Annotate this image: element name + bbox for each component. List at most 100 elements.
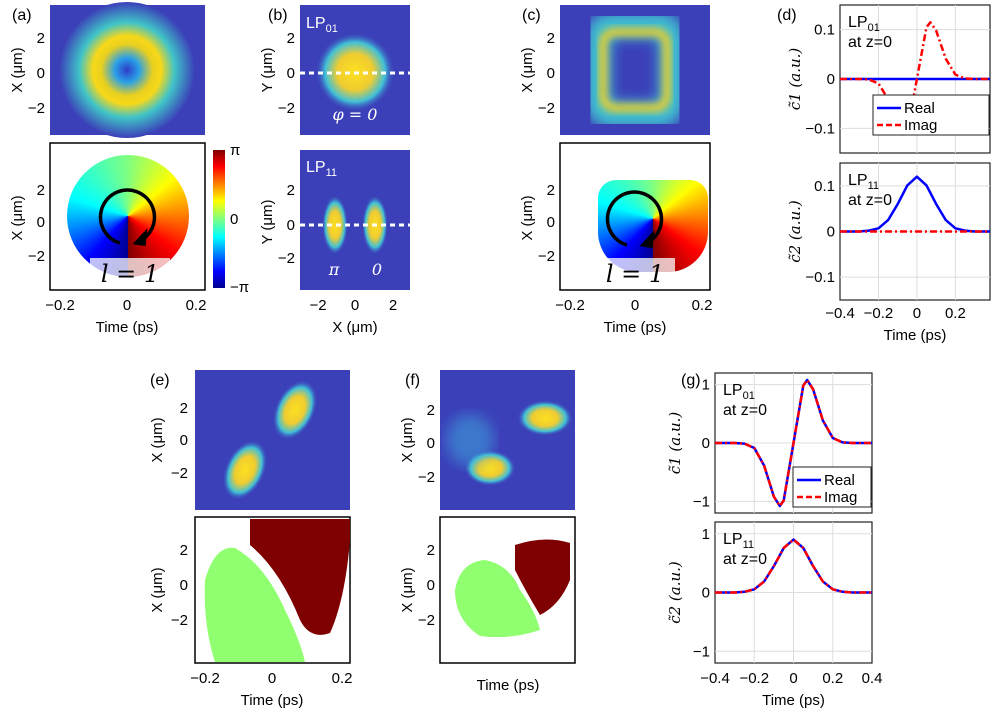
- x-tick-label: −0.2: [45, 297, 75, 314]
- x-axis-label: Time (ps): [884, 327, 947, 344]
- phase-region-red-e: [250, 519, 350, 635]
- y-axis-label: X (μm): [149, 417, 166, 462]
- x-tick-label: 0: [631, 297, 639, 314]
- mode-annotation: at z=0: [723, 402, 767, 419]
- x-tick-label: −0.4: [825, 305, 855, 322]
- x-axis-label: Time (ps): [604, 319, 667, 336]
- y-axis-label: c̃2 (a.u.): [666, 561, 684, 624]
- phase-map-c: [598, 180, 708, 272]
- y-tick-label: −2: [171, 465, 188, 482]
- mode-annotation: at z=0: [723, 551, 767, 568]
- x-axis-label: Time (ps): [241, 692, 304, 709]
- mode-annotation: at z=0: [848, 34, 892, 51]
- mode-label: LP01: [723, 382, 755, 402]
- y-tick-label: 0: [547, 214, 555, 231]
- intensity-map-lp11: [300, 150, 410, 290]
- colorbar-tick-label: π: [230, 142, 240, 159]
- y-tick-label: 2: [427, 542, 435, 559]
- panel-label-d: (d): [777, 7, 797, 24]
- oam-label: l = 1: [606, 260, 664, 288]
- y-tick-label: −2: [28, 100, 45, 117]
- glow-f: [446, 414, 494, 466]
- x-tick-label: −0.2: [190, 670, 220, 687]
- mode-label: LP01: [848, 14, 880, 34]
- x-axis-label: Time (ps): [477, 677, 540, 694]
- label-backdrop: [595, 258, 675, 288]
- legend: [872, 94, 990, 136]
- mode-name: LP: [306, 159, 326, 176]
- x-axis-label: X (μm): [332, 319, 377, 336]
- y-tick-label: −2: [538, 100, 555, 117]
- panel-label-e: (e): [150, 372, 170, 389]
- y-tick-label: 0: [287, 217, 295, 234]
- mode-subscript: 11: [743, 539, 754, 551]
- y-axis-label: X (μm): [9, 195, 26, 240]
- mode-name: LP: [723, 531, 743, 548]
- x-tick-label: 0.2: [186, 297, 207, 314]
- y-tick-label: 0: [547, 65, 555, 82]
- x-axis-label: Time (ps): [762, 692, 825, 709]
- y-tick-label: −1: [693, 643, 710, 660]
- y-tick-label: 0: [287, 65, 295, 82]
- y-tick-label: 0.1: [814, 178, 835, 195]
- legend-label: Real: [904, 100, 935, 117]
- y-tick-label: 0: [180, 577, 188, 594]
- x-tick-label: 0.2: [692, 297, 713, 314]
- x-tick-label: −0.2: [555, 297, 585, 314]
- y-axis-label: X (μm): [149, 567, 166, 612]
- y-tick-label: 2: [180, 542, 188, 559]
- y-tick-label: 0: [827, 224, 835, 241]
- y-tick-label: −2: [171, 612, 188, 629]
- x-tick-label: 0: [268, 670, 276, 687]
- colorbar-tick-label: 0: [230, 211, 238, 228]
- panel-label-g: (g): [681, 372, 701, 389]
- y-tick-label: 2: [547, 30, 555, 47]
- mode-subscript: 11: [868, 180, 879, 192]
- mode-subscript: 01: [326, 23, 338, 35]
- y-axis-label: Y (μm): [259, 47, 276, 92]
- y-axis-label: X (μm): [519, 47, 536, 92]
- y-tick-label: 0: [427, 577, 435, 594]
- panel-label-f: (f): [405, 372, 420, 389]
- x-tick-label: 0.4: [862, 670, 883, 687]
- y-tick-label: 1: [702, 526, 710, 543]
- y-tick-label: 2: [287, 182, 295, 199]
- x-tick-label: 2: [389, 297, 397, 314]
- y-tick-label: 2: [287, 30, 295, 47]
- y-tick-label: 0: [702, 435, 710, 452]
- y-tick-label: −1: [693, 493, 710, 510]
- y-axis-label: X (μm): [399, 567, 416, 612]
- mode-name: LP: [848, 172, 868, 189]
- y-tick-label: −2: [418, 612, 435, 629]
- y-axis-label: Y (μm): [259, 199, 276, 244]
- y-tick-label: 0: [180, 432, 188, 449]
- y-axis-label: X (μm): [9, 47, 26, 92]
- mode-label: LP11: [723, 531, 754, 551]
- lobe-e-1: [272, 379, 318, 441]
- y-tick-label: −2: [278, 250, 295, 267]
- mode-annotation: at z=0: [848, 192, 892, 209]
- x-axis-label: Time (ps): [96, 319, 159, 336]
- y-tick-label: 2: [427, 402, 435, 419]
- mode-name: LP: [848, 14, 868, 31]
- y-tick-label: 0.1: [814, 22, 835, 39]
- x-tick-label: 0.2: [822, 670, 843, 687]
- phase-region-green-f: [455, 560, 540, 638]
- ring-outer-c: [585, 12, 685, 128]
- phase-annotation: π: [328, 260, 340, 279]
- ring-inner-c: [599, 28, 671, 112]
- y-axis-label: X (μm): [519, 195, 536, 240]
- y-axis-label: c̃2 (a.u.): [786, 200, 804, 263]
- colorbar: [213, 150, 225, 288]
- phase-map-a: [67, 155, 189, 277]
- y-axis-label: c̃1 (a.u.): [786, 48, 804, 111]
- x-tick-label: −0.2: [864, 305, 894, 322]
- y-tick-label: −0.1: [805, 269, 835, 286]
- y-tick-label: 0: [37, 65, 45, 82]
- label-backdrop: [90, 258, 170, 288]
- panel-label-c: (c): [522, 7, 541, 24]
- mode-label: LP11: [306, 159, 337, 179]
- mode-name: LP: [723, 382, 743, 399]
